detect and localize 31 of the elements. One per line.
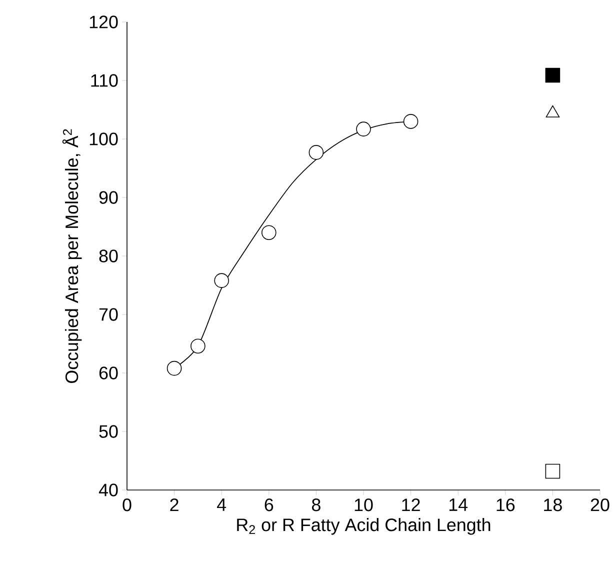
point [190, 338, 206, 354]
point [356, 122, 371, 136]
x-tick-label: 0 [122, 498, 132, 512]
y-tick-label: 80 [99, 250, 118, 262]
x-tick-label: 18 [544, 498, 562, 512]
x-tick-label: 16 [496, 498, 515, 512]
x-tick-label: 2 [170, 498, 178, 512]
x-tick-label: 8 [312, 498, 320, 512]
point [308, 145, 324, 160]
y-tick-label: 100 [90, 132, 118, 146]
point [403, 114, 418, 129]
y-tick-label: 50 [99, 425, 118, 438]
y-tick-label: 90 [99, 191, 118, 204]
point [214, 273, 229, 288]
y-tick-label: 120 [90, 16, 118, 28]
x-tick-label: 10 [354, 498, 373, 512]
x-tick-label: 20 [590, 498, 610, 512]
point [262, 225, 276, 240]
x-tick-label: 4 [217, 498, 226, 511]
point [166, 360, 182, 376]
y-tick-label: 70 [99, 308, 118, 321]
x-tick-label: 6 [264, 498, 274, 512]
y-tick-label: 60 [99, 366, 118, 380]
y-tick-label: 110 [91, 74, 118, 87]
x-tick-label: 12 [402, 498, 420, 512]
point [545, 68, 560, 83]
x-axis-title: R$_{2}$ or R Fatty Acid Chain Length [237, 518, 490, 535]
x-tick-label: 14 [449, 498, 468, 511]
y-tick-label: 40 [98, 484, 118, 496]
point [545, 464, 560, 479]
y-axis-title: Occupied Area per Molecule, Å$^{2}$ [62, 129, 82, 383]
